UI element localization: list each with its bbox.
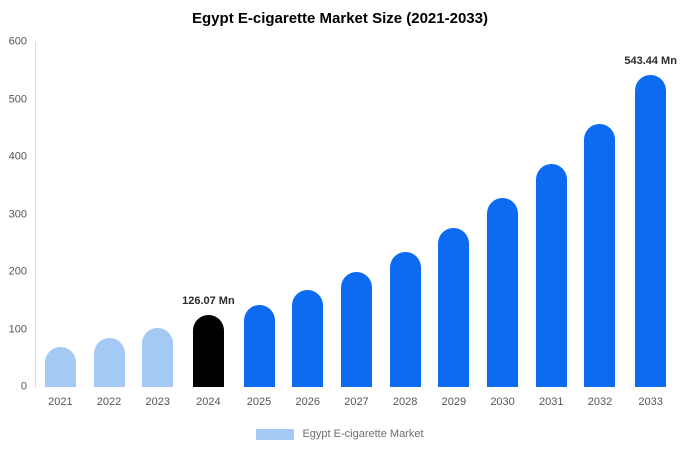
bar-slot-2027: 2027 — [332, 42, 381, 408]
bar-slot-2033: 543.44 Mn 2033 — [624, 42, 677, 408]
x-tick-label-2021: 2021 — [48, 396, 73, 408]
x-tick-label-2024: 2024 — [196, 396, 221, 408]
bar-slot-2021: 2021 — [36, 42, 85, 408]
x-tick-label-2027: 2027 — [344, 396, 369, 408]
bar-value-label-2024: 126.07 Mn — [182, 294, 235, 307]
bars-area: 2021 2022 2023 126.07 Mn 2024 2025 2026 2027 202… — [36, 42, 677, 408]
bar-2021 — [44, 346, 76, 387]
bar-2033 — [635, 74, 667, 387]
x-tick-label-2032: 2032 — [587, 396, 613, 408]
bar-2029 — [438, 227, 470, 387]
bar-2024 — [192, 314, 224, 387]
bar-slot-2032: 2032 — [576, 42, 625, 408]
y-axis: 0 100 200 300 400 500 600 — [0, 36, 30, 392]
y-tick-label: 300 — [8, 208, 27, 220]
bar-slot-2030: 2030 — [478, 42, 527, 408]
bar-slot-2031: 2031 — [527, 42, 576, 408]
bar-slot-2025: 2025 — [235, 42, 284, 408]
bar-2027 — [340, 272, 372, 387]
x-tick-label-2026: 2026 — [295, 396, 320, 408]
legend: Egypt E-cigarette Market — [0, 428, 680, 440]
bar-2031 — [535, 163, 567, 387]
x-tick-label-2028: 2028 — [392, 396, 418, 408]
bar-slot-2024: 126.07 Mn 2024 — [182, 42, 235, 408]
chart-title: Egypt E-cigarette Market Size (2021-2033… — [192, 10, 488, 27]
bar-2028 — [389, 251, 421, 387]
bar-slot-2022: 2022 — [85, 42, 134, 408]
y-tick-label: 0 — [20, 380, 27, 393]
bar-2022 — [93, 337, 125, 387]
y-tick-label: 500 — [8, 93, 27, 105]
bar-slot-2028: 2028 — [381, 42, 430, 408]
x-tick-label-2022: 2022 — [96, 396, 122, 408]
bar-slot-2026: 2026 — [283, 42, 332, 408]
x-tick-label-2033: 2033 — [638, 396, 663, 408]
x-tick-label-2029: 2029 — [441, 396, 467, 408]
x-tick-label-2031: 2031 — [539, 396, 564, 408]
bar-2032 — [584, 124, 616, 387]
bar-2030 — [487, 198, 519, 387]
x-tick-label-2023: 2023 — [145, 396, 170, 408]
bar-2025 — [243, 304, 275, 387]
y-tick-label: 400 — [8, 150, 27, 163]
plot-area: 2021 2022 2023 126.07 Mn 2024 2025 2026 2027 202… — [35, 42, 677, 408]
bar-slot-2029: 2029 — [430, 42, 479, 408]
x-tick-label-2025: 2025 — [246, 396, 272, 408]
y-tick-label: 600 — [8, 35, 27, 48]
bar-value-label-2033: 543.44 Mn — [624, 54, 677, 67]
legend-swatch — [256, 428, 295, 440]
bar-2023 — [142, 327, 174, 387]
legend-label: Egypt E-cigarette Market — [302, 428, 424, 440]
bar-2026 — [292, 290, 324, 387]
bar-slot-2023: 2023 — [133, 42, 182, 408]
y-tick-label: 200 — [8, 265, 27, 278]
x-tick-label-2030: 2030 — [490, 396, 515, 408]
y-tick-label: 100 — [8, 323, 27, 335]
